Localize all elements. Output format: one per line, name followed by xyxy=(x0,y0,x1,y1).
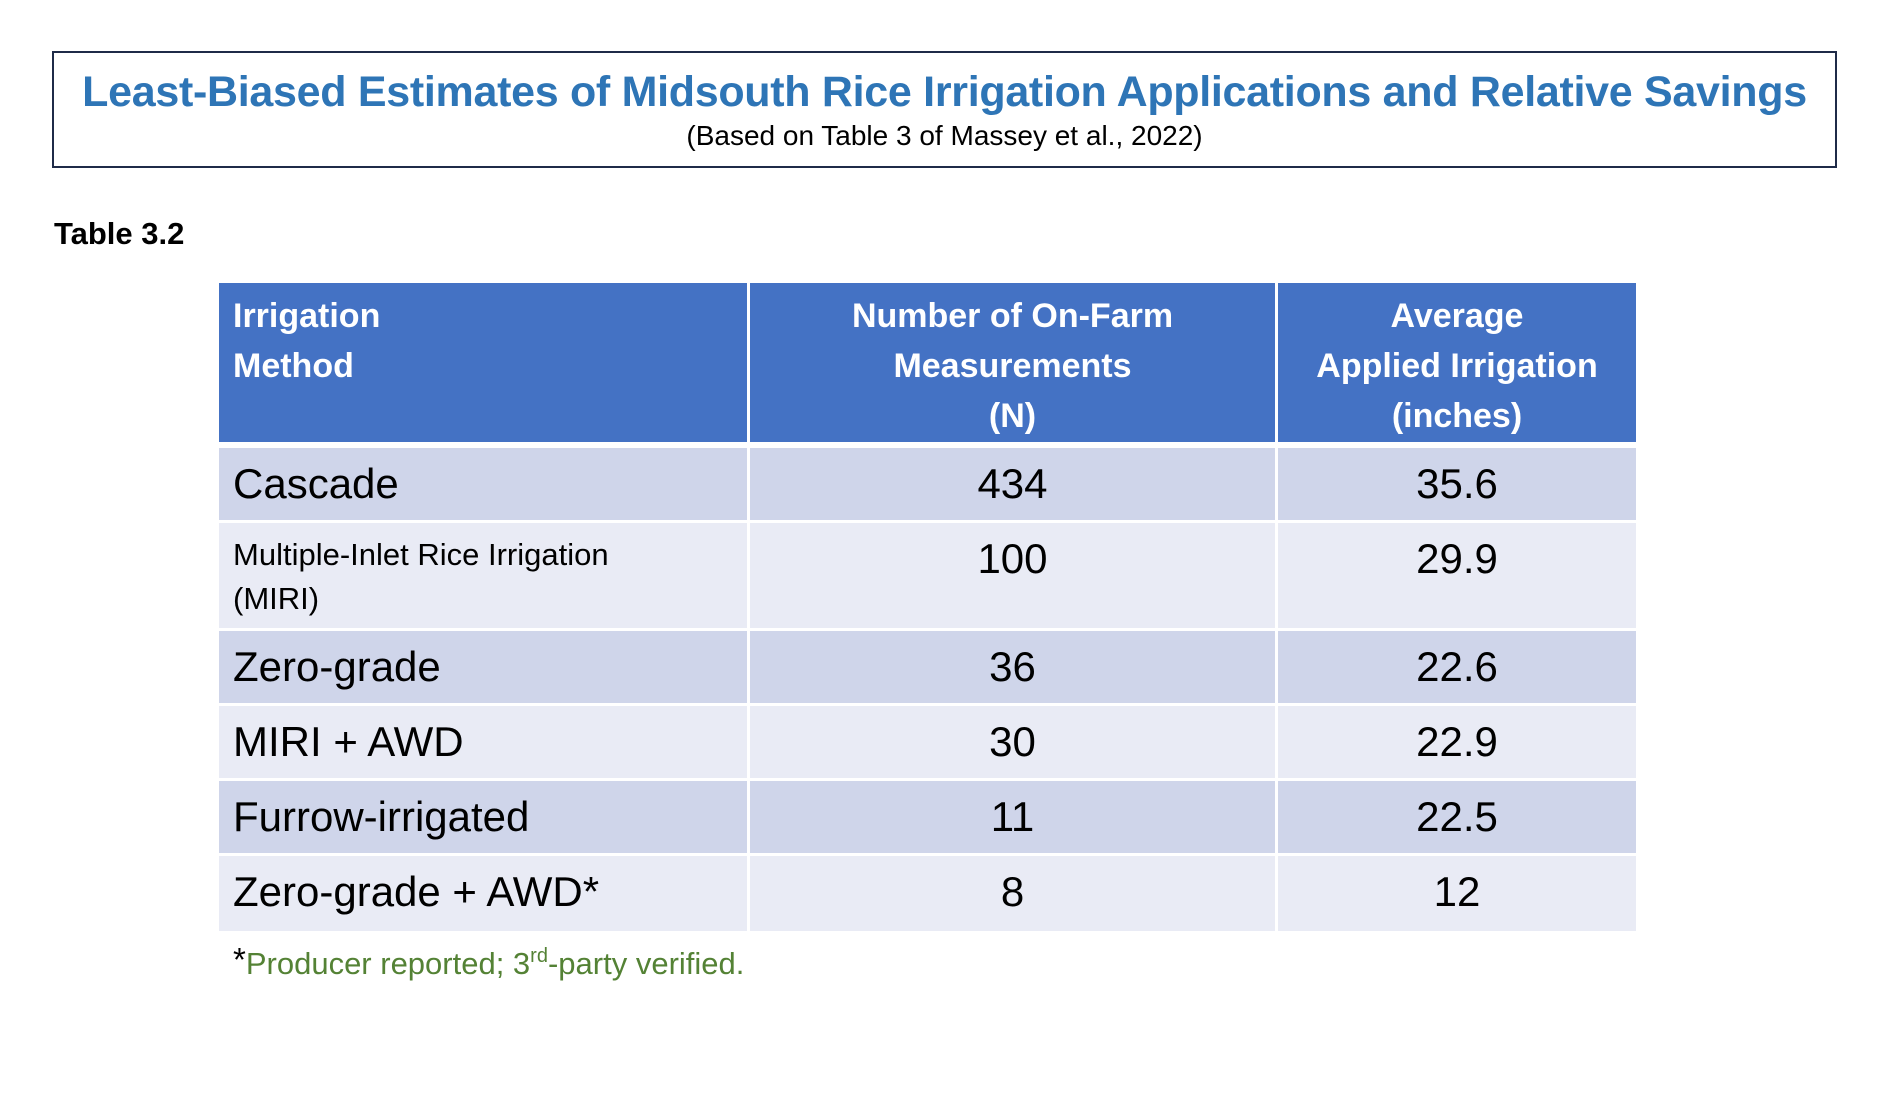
footnote-text: Producer reported; 3 xyxy=(245,946,531,981)
method-label: Zero-grade xyxy=(233,643,441,690)
cell-average: 22.9 xyxy=(1278,706,1636,781)
page-title: Least-Biased Estimates of Midsouth Rice … xyxy=(82,68,1807,116)
footnote-text-end: -party verified. xyxy=(547,946,745,981)
header-irrigation-method: Irrigation Method xyxy=(219,283,750,448)
footnote: *Producer reported; 3rd-party verified. xyxy=(233,936,744,984)
table-header-row: Irrigation Method Number of On-Farm Meas… xyxy=(219,283,1636,448)
cell-measurements: 8 xyxy=(750,856,1278,931)
header-average-applied: Average Applied Irrigation (inches) xyxy=(1278,283,1636,448)
cell-average: 22.6 xyxy=(1278,631,1636,706)
cell-average: 29.9 xyxy=(1278,523,1636,631)
table-row: Multiple-Inlet Rice Irrigation (MIRI) 10… xyxy=(219,523,1636,631)
table-label: Table 3.2 xyxy=(54,216,185,251)
table-row: Cascade 434 35.6 xyxy=(219,448,1636,523)
cell-measurements: 11 xyxy=(750,781,1278,856)
header-line: Average xyxy=(1390,297,1524,335)
header-line: Method xyxy=(233,347,354,385)
header-measurements: Number of On-Farm Measurements (N) xyxy=(750,283,1278,448)
cell-average: 35.6 xyxy=(1278,448,1636,523)
cell-measurements: 36 xyxy=(750,631,1278,706)
cell-method: Zero-grade xyxy=(219,631,750,706)
cell-method: MIRI + AWD xyxy=(219,706,750,781)
table-row: Zero-grade 36 22.6 xyxy=(219,631,1636,706)
method-label: (MIRI) xyxy=(233,581,320,616)
cell-measurements: 30 xyxy=(750,706,1278,781)
cell-average: 12 xyxy=(1278,856,1636,931)
method-label: Zero-grade + AWD* xyxy=(233,868,600,915)
header-line: Number of On-Farm xyxy=(851,297,1174,335)
table-row: Zero-grade + AWD* 8 12 xyxy=(219,856,1636,931)
cell-measurements: 100 xyxy=(750,523,1278,631)
method-label: MIRI + AWD xyxy=(233,718,464,765)
footnote-asterisk: * xyxy=(233,941,246,978)
title-box: Least-Biased Estimates of Midsouth Rice … xyxy=(52,51,1837,168)
cell-method: Furrow-irrigated xyxy=(219,781,750,856)
header-line: (N) xyxy=(988,397,1037,435)
page-subtitle: (Based on Table 3 of Massey et al., 2022… xyxy=(686,120,1203,151)
header-line: Irrigation xyxy=(233,297,381,335)
cell-method: Cascade xyxy=(219,448,750,523)
irrigation-table: Irrigation Method Number of On-Farm Meas… xyxy=(219,283,1636,931)
cell-measurements: 434 xyxy=(750,448,1278,523)
method-label: Furrow-irrigated xyxy=(233,793,530,840)
method-label: Multiple-Inlet Rice Irrigation xyxy=(233,537,609,572)
cell-method: Zero-grade + AWD* xyxy=(219,856,750,931)
table-row: Furrow-irrigated 11 22.5 xyxy=(219,781,1636,856)
footnote-superscript: rd xyxy=(530,945,548,967)
cell-average: 22.5 xyxy=(1278,781,1636,856)
header-line: (inches) xyxy=(1391,397,1523,435)
header-line: Applied Irrigation xyxy=(1316,347,1598,385)
header-line: Measurements xyxy=(893,347,1132,385)
method-label: Cascade xyxy=(233,460,399,507)
cell-method: Multiple-Inlet Rice Irrigation (MIRI) xyxy=(219,523,750,631)
table-row: MIRI + AWD 30 22.9 xyxy=(219,706,1636,781)
